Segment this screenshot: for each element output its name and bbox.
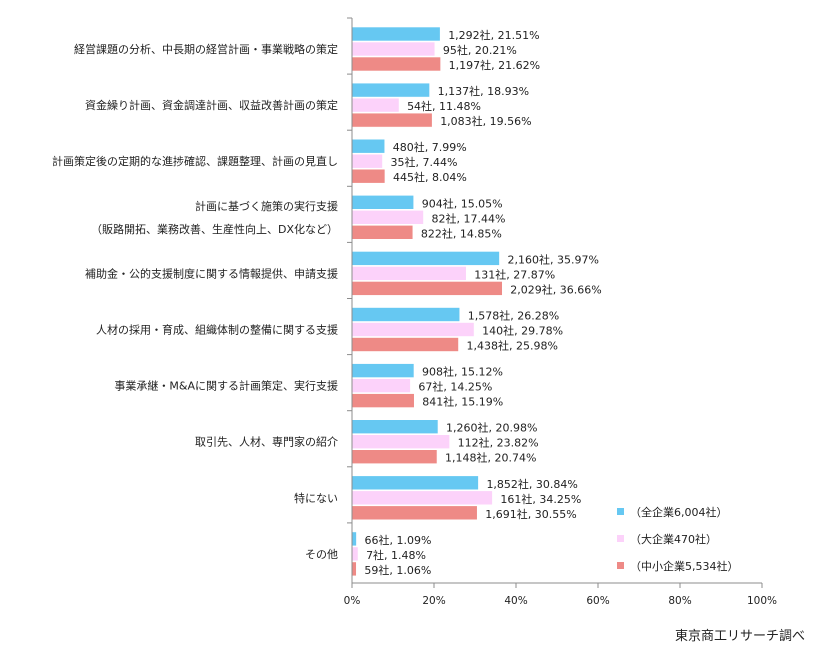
category-label: その他 (305, 548, 338, 561)
legend: （全企業6,004社） （大企業470社） （中小企業5,534社） (617, 505, 739, 573)
data-label: 445社, 8.04% (393, 170, 467, 184)
bar (351, 419, 439, 435)
data-label: 35社, 7.44% (391, 155, 458, 169)
legend-swatch (617, 535, 624, 542)
data-label: 67社, 14.25% (418, 380, 492, 394)
bar (351, 225, 414, 240)
data-label: 1,083社, 19.56% (440, 114, 531, 128)
data-label: 908社, 15.12% (422, 365, 503, 379)
data-label: 1,197社, 21.62% (449, 58, 540, 72)
category-label: （販路開拓、業務改善、生産性向上、DX化など） (91, 222, 338, 236)
bar (351, 251, 500, 266)
bar (351, 307, 461, 322)
category-label: 計画に基づく施策の実行支援 (195, 199, 338, 213)
data-label: 54社, 11.48% (407, 99, 481, 113)
bar (351, 138, 386, 154)
bar (351, 546, 359, 562)
bar (351, 531, 357, 547)
data-label: 904社, 15.05% (422, 196, 503, 210)
x-tick-label: 80% (668, 595, 691, 607)
legend-label: （中小企業5,534社） (630, 559, 739, 573)
data-label: 1,691社, 30.55% (485, 507, 576, 521)
data-label: 66社, 1.09% (364, 533, 431, 547)
category-label: 計画策定後の定期的な進捗確認、課題整理、計画の見直し (52, 154, 338, 168)
bar (351, 449, 438, 465)
data-label: 2,029社, 36.66% (510, 282, 601, 296)
x-tick-label: 100% (747, 595, 777, 607)
data-label: 140社, 29.78% (482, 324, 563, 338)
bar (351, 561, 357, 577)
category-label: 補助金・公的支援制度に関する情報提供、申請支援 (85, 266, 338, 280)
data-label: 2,160社, 35.97% (507, 252, 598, 266)
bar (351, 490, 493, 506)
bar (351, 168, 386, 184)
legend-swatch (617, 562, 624, 569)
x-tick-label: 60% (586, 595, 609, 607)
category-label: 人材の採用・育成、組織体制の整備に関する支援 (96, 323, 338, 337)
data-label: 1,578社, 26.28% (468, 309, 559, 323)
category-label: 経営課題の分析、中長期の経営計画・事業戦略の策定 (74, 42, 338, 56)
bar (351, 210, 424, 225)
category-labels: 経営課題の分析、中長期の経営計画・事業戦略の策定資金繰り計画、資金調達計画、収益… (52, 42, 338, 561)
data-label: 1,260社, 20.98% (446, 421, 537, 435)
bar (351, 363, 415, 378)
data-label: 1,148社, 20.74% (445, 451, 536, 465)
x-tick-label: 40% (504, 595, 527, 607)
x-tick-label: 0% (344, 595, 361, 607)
data-label: 841社, 15.19% (422, 395, 503, 409)
category-label: 特にない (294, 491, 338, 505)
data-label: 480社, 7.99% (393, 140, 467, 154)
data-label: 822社, 14.85% (421, 226, 502, 240)
data-labels-group: 1,292社, 21.51%95社, 20.21%1,197社, 21.62% 1… (364, 28, 601, 577)
bar (351, 337, 459, 352)
category-label: 取引先、人材、専門家の紹介 (195, 435, 338, 449)
source-note: 東京商工リサーチ調べ (675, 628, 805, 644)
bar (351, 195, 415, 210)
legend-label: （全企業6,004社） (630, 505, 728, 519)
data-label: 1,438社, 25.98% (467, 339, 558, 353)
bar (351, 112, 433, 128)
bar (351, 97, 400, 113)
data-label: 1,292社, 21.51% (448, 28, 539, 42)
bar (351, 82, 430, 98)
data-label: 59社, 1.06% (364, 563, 431, 577)
x-tick-label: 20% (422, 595, 445, 607)
data-label: 112社, 23.82% (458, 436, 539, 450)
legend-label: （大企業470社） (630, 532, 717, 546)
bar (351, 393, 415, 408)
data-label: 1,852社, 30.84% (486, 477, 577, 491)
category-label: 事業承継・M&Aに関する計画策定、実行支援 (114, 379, 338, 393)
data-label: 7社, 1.48% (366, 548, 426, 562)
bar (351, 153, 383, 169)
bar (351, 56, 441, 72)
bar (351, 378, 411, 393)
data-label: 1,137社, 18.93% (438, 84, 529, 98)
data-label: 131社, 27.87% (474, 267, 555, 281)
bar (351, 322, 475, 337)
bar (351, 266, 467, 281)
x-axis: 0% 20% 40% 60% 80% 100% (344, 17, 777, 607)
bar (351, 505, 478, 521)
data-label: 95社, 20.21% (443, 43, 517, 57)
data-label: 82社, 17.44% (432, 211, 506, 225)
bar (351, 475, 479, 491)
bar (351, 26, 441, 42)
category-label: 資金繰り計画、資金調達計画、収益改善計画の策定 (85, 98, 338, 112)
bar (351, 434, 450, 450)
data-label: 161社, 34.25% (500, 492, 581, 506)
bar (351, 41, 436, 57)
bar (351, 281, 503, 296)
legend-swatch (617, 508, 624, 515)
